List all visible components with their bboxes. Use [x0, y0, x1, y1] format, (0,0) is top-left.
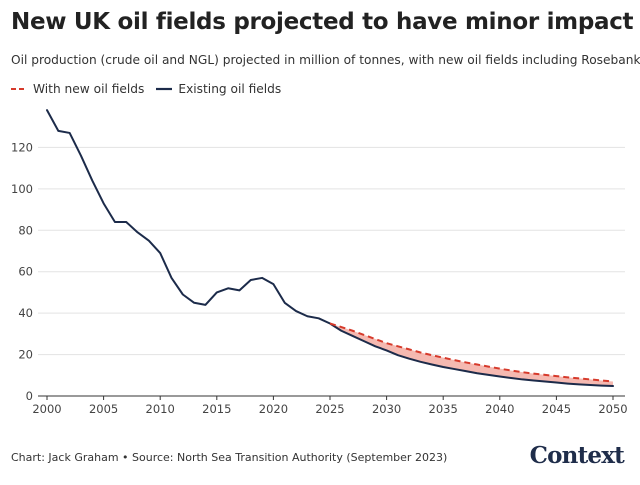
y-tick-label-20: 20	[18, 348, 33, 362]
x-tick-label-2040: 2040	[485, 402, 514, 416]
x-tick-label-2000: 2000	[32, 402, 61, 416]
x-tick-label-2045: 2045	[542, 402, 571, 416]
series-line-with-new	[329, 322, 614, 383]
legend-item-existing: Existing oil fields	[156, 82, 281, 96]
legend-label-existing: Existing oil fields	[178, 82, 282, 96]
legend: With new oil fields Existing oil fields	[11, 82, 293, 96]
y-tick-label-0: 0	[26, 389, 33, 403]
y-tick-label-120: 120	[11, 140, 33, 154]
x-tick-label-2030: 2030	[372, 402, 401, 416]
chart-footer: Chart: Jack Graham • Source: North Sea T…	[11, 451, 448, 464]
x-tick-label-2025: 2025	[315, 402, 344, 416]
x-tick-label-2005: 2005	[89, 402, 118, 416]
chart-subtitle: Oil production (crude oil and NGL) proje…	[11, 53, 640, 67]
legend-item-with-new: With new oil fields	[11, 82, 144, 96]
x-tick-label-2035: 2035	[429, 402, 458, 416]
y-tick-label-40: 40	[18, 306, 33, 320]
x-tick-label-2050: 2050	[598, 402, 627, 416]
y-tick-label-60: 60	[18, 265, 33, 279]
dashed-line-swatch-icon	[11, 88, 27, 90]
solid-line-swatch-icon	[156, 87, 173, 91]
x-tick-label-2010: 2010	[146, 402, 175, 416]
legend-label-with-new: With new oil fields	[33, 82, 145, 96]
series-line-existing	[46, 109, 614, 388]
x-tick-label-2020: 2020	[259, 402, 288, 416]
y-tick-label-80: 80	[18, 223, 33, 237]
y-tick-label-100: 100	[11, 182, 33, 196]
x-tick-label-2015: 2015	[202, 402, 231, 416]
chart-title: New UK oil fields projected to have mino…	[11, 9, 634, 35]
context-logo: Context	[529, 442, 625, 469]
